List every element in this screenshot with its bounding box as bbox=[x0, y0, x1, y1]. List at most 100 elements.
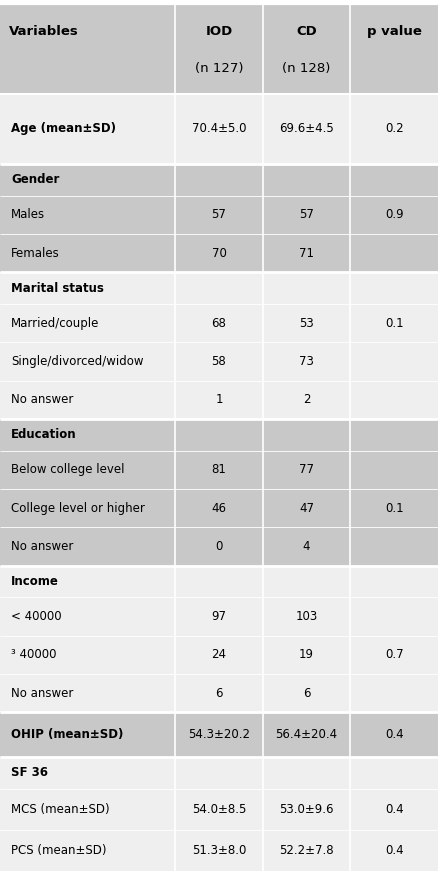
Bar bbox=[350, 527, 438, 566]
Text: MCS (mean±SD): MCS (mean±SD) bbox=[11, 803, 110, 816]
Text: 68: 68 bbox=[212, 317, 226, 329]
Bar bbox=[350, 597, 438, 636]
Bar bbox=[263, 380, 350, 419]
Bar bbox=[263, 636, 350, 674]
Text: 57: 57 bbox=[212, 208, 226, 222]
Bar bbox=[350, 830, 438, 872]
Text: 54.0±8.5: 54.0±8.5 bbox=[192, 803, 246, 816]
Text: 24: 24 bbox=[212, 648, 226, 661]
Text: 51.3±8.0: 51.3±8.0 bbox=[192, 844, 246, 858]
Bar bbox=[0, 380, 175, 419]
Bar bbox=[263, 419, 350, 451]
Text: Variables: Variables bbox=[9, 25, 78, 38]
Bar bbox=[175, 451, 263, 489]
Bar bbox=[0, 451, 175, 489]
Bar bbox=[350, 419, 438, 451]
Bar bbox=[0, 527, 175, 566]
Bar bbox=[350, 304, 438, 343]
Text: No answer: No answer bbox=[11, 393, 73, 406]
Bar bbox=[263, 195, 350, 234]
Bar bbox=[175, 343, 263, 380]
Bar bbox=[0, 597, 175, 636]
Bar bbox=[0, 343, 175, 380]
Text: p value: p value bbox=[367, 25, 422, 38]
Bar bbox=[350, 674, 438, 712]
Bar bbox=[175, 788, 263, 830]
Text: 0.4: 0.4 bbox=[385, 728, 403, 741]
Bar bbox=[350, 757, 438, 788]
Bar bbox=[0, 566, 175, 597]
Text: 1: 1 bbox=[215, 393, 223, 406]
Bar bbox=[0, 272, 175, 304]
Bar bbox=[175, 419, 263, 451]
Text: < 40000: < 40000 bbox=[11, 610, 62, 623]
Bar bbox=[263, 451, 350, 489]
Bar bbox=[350, 272, 438, 304]
Bar bbox=[175, 4, 263, 94]
Bar bbox=[175, 712, 263, 757]
Text: 58: 58 bbox=[212, 355, 226, 368]
Text: 0.1: 0.1 bbox=[385, 317, 403, 329]
Bar bbox=[175, 566, 263, 597]
Text: 53: 53 bbox=[299, 317, 314, 329]
Bar bbox=[0, 94, 175, 164]
Bar bbox=[350, 195, 438, 234]
Bar bbox=[0, 419, 175, 451]
Text: Females: Females bbox=[11, 246, 60, 259]
Bar bbox=[0, 4, 175, 94]
Bar bbox=[263, 164, 350, 195]
Bar bbox=[0, 489, 175, 527]
Bar bbox=[175, 195, 263, 234]
Text: 0.7: 0.7 bbox=[385, 648, 403, 661]
Bar bbox=[0, 636, 175, 674]
Bar bbox=[0, 304, 175, 343]
Text: 103: 103 bbox=[296, 610, 318, 623]
Text: Marital status: Marital status bbox=[11, 282, 104, 294]
Text: (n 128): (n 128) bbox=[283, 62, 331, 75]
Text: 70.4±5.0: 70.4±5.0 bbox=[192, 123, 246, 135]
Text: 47: 47 bbox=[299, 502, 314, 514]
Bar bbox=[0, 674, 175, 712]
Bar bbox=[350, 788, 438, 830]
Bar bbox=[263, 94, 350, 164]
Bar bbox=[0, 164, 175, 195]
Bar bbox=[350, 4, 438, 94]
Bar bbox=[0, 757, 175, 788]
Text: 53.0±9.6: 53.0±9.6 bbox=[279, 803, 334, 816]
Bar bbox=[263, 788, 350, 830]
Bar bbox=[175, 304, 263, 343]
Bar bbox=[175, 636, 263, 674]
Text: 73: 73 bbox=[299, 355, 314, 368]
Bar bbox=[350, 164, 438, 195]
Text: Single/divorced/widow: Single/divorced/widow bbox=[11, 355, 144, 368]
Text: 77: 77 bbox=[299, 463, 314, 477]
Text: 46: 46 bbox=[212, 502, 226, 514]
Text: CD: CD bbox=[296, 25, 317, 38]
Text: SF 36: SF 36 bbox=[11, 766, 48, 780]
Bar bbox=[350, 636, 438, 674]
Bar bbox=[263, 830, 350, 872]
Text: Below college level: Below college level bbox=[11, 463, 124, 477]
Bar bbox=[175, 489, 263, 527]
Bar bbox=[0, 195, 175, 234]
Text: 2: 2 bbox=[303, 393, 311, 406]
Bar bbox=[175, 94, 263, 164]
Bar bbox=[0, 830, 175, 872]
Bar bbox=[350, 343, 438, 380]
Bar bbox=[350, 451, 438, 489]
Bar bbox=[350, 712, 438, 757]
Text: 97: 97 bbox=[212, 610, 226, 623]
Text: Age (mean±SD): Age (mean±SD) bbox=[11, 123, 116, 135]
Text: 81: 81 bbox=[212, 463, 226, 477]
Bar bbox=[263, 4, 350, 94]
Bar bbox=[263, 566, 350, 597]
Text: Income: Income bbox=[11, 575, 59, 588]
Bar bbox=[175, 164, 263, 195]
Text: 54.3±20.2: 54.3±20.2 bbox=[188, 728, 250, 741]
Bar bbox=[350, 94, 438, 164]
Bar bbox=[175, 757, 263, 788]
Text: 6: 6 bbox=[303, 687, 311, 700]
Bar bbox=[175, 380, 263, 419]
Text: College level or higher: College level or higher bbox=[11, 502, 145, 514]
Text: Males: Males bbox=[11, 208, 45, 222]
